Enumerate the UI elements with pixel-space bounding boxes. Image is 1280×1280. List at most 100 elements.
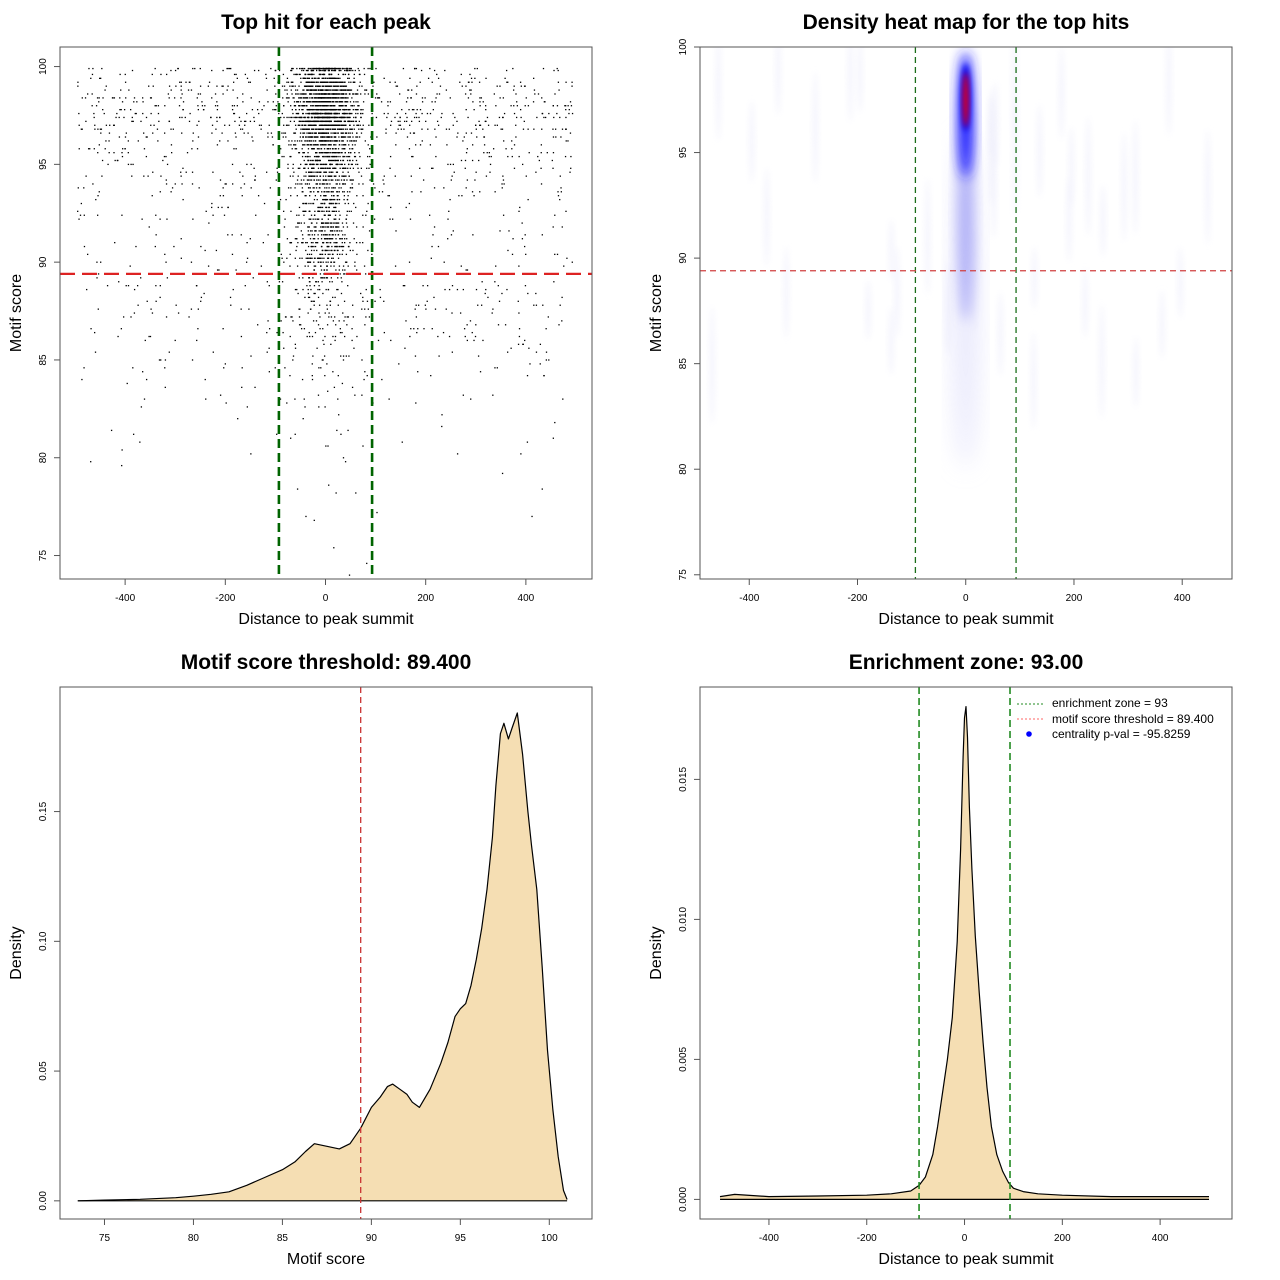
data-point bbox=[317, 234, 319, 236]
data-point bbox=[474, 77, 476, 79]
data-point bbox=[328, 144, 331, 146]
data-point bbox=[318, 230, 320, 232]
data-point bbox=[248, 308, 250, 310]
data-point bbox=[465, 269, 467, 271]
data-point bbox=[507, 155, 509, 158]
data-point bbox=[366, 210, 368, 212]
data-point bbox=[318, 73, 321, 76]
data-point bbox=[196, 339, 198, 342]
data-point bbox=[308, 112, 310, 115]
data-point bbox=[199, 93, 202, 95]
data-point bbox=[329, 253, 331, 256]
data-point bbox=[304, 140, 306, 142]
data-point bbox=[198, 120, 200, 123]
data-point bbox=[554, 253, 556, 256]
data-point bbox=[307, 226, 309, 228]
y-tick-label: 95 bbox=[678, 147, 689, 159]
data-point bbox=[378, 97, 380, 99]
data-point bbox=[345, 261, 348, 263]
data-point bbox=[305, 136, 307, 138]
data-point bbox=[211, 202, 213, 205]
data-point bbox=[351, 97, 353, 99]
data-point bbox=[284, 218, 286, 220]
data-point bbox=[318, 67, 320, 70]
data-point bbox=[561, 320, 563, 322]
data-point bbox=[97, 152, 99, 154]
data-point bbox=[323, 171, 325, 173]
data-point bbox=[340, 89, 343, 91]
data-point bbox=[464, 159, 467, 162]
data-point bbox=[351, 183, 353, 185]
data-point bbox=[345, 101, 348, 103]
data-point bbox=[239, 171, 241, 173]
data-point bbox=[556, 105, 559, 107]
data-point bbox=[330, 105, 332, 107]
data-point bbox=[310, 108, 313, 111]
data-point bbox=[330, 222, 333, 224]
data-point bbox=[320, 222, 323, 224]
data-point bbox=[267, 136, 269, 138]
data-point bbox=[374, 187, 376, 189]
data-point bbox=[224, 183, 226, 185]
data-point bbox=[309, 187, 311, 189]
data-point bbox=[340, 159, 342, 162]
data-point bbox=[180, 238, 182, 240]
data-point bbox=[291, 85, 294, 87]
data-point bbox=[327, 234, 329, 236]
data-point bbox=[321, 136, 323, 138]
data-point bbox=[324, 132, 326, 134]
data-point bbox=[312, 89, 314, 91]
data-point bbox=[337, 374, 339, 377]
data-point bbox=[278, 112, 280, 115]
data-point bbox=[328, 159, 330, 162]
data-point bbox=[347, 265, 349, 267]
data-point bbox=[369, 148, 371, 150]
data-point bbox=[321, 105, 323, 107]
data-point bbox=[325, 132, 328, 134]
data-point bbox=[327, 93, 329, 95]
data-point bbox=[334, 148, 336, 150]
data-point bbox=[528, 152, 530, 154]
data-point bbox=[148, 226, 150, 228]
data-point bbox=[240, 308, 242, 310]
data-point bbox=[216, 108, 219, 111]
data-point bbox=[130, 108, 132, 111]
data-point bbox=[339, 331, 342, 334]
data-point bbox=[308, 183, 311, 185]
data-point bbox=[330, 159, 333, 162]
data-point bbox=[344, 124, 346, 126]
data-point bbox=[171, 187, 174, 189]
data-point bbox=[313, 269, 316, 271]
data-point bbox=[315, 120, 318, 123]
data-point bbox=[188, 316, 190, 318]
data-point bbox=[324, 112, 326, 115]
data-point bbox=[78, 112, 80, 115]
data-point bbox=[479, 101, 481, 103]
data-point bbox=[314, 140, 316, 142]
data-point bbox=[294, 398, 296, 400]
data-point bbox=[344, 155, 346, 158]
data-point bbox=[479, 97, 481, 99]
data-point bbox=[309, 191, 311, 193]
data-point bbox=[422, 179, 425, 181]
data-point bbox=[298, 214, 300, 216]
data-point bbox=[322, 292, 324, 295]
data-point bbox=[159, 296, 161, 299]
data-point bbox=[317, 105, 319, 107]
data-point bbox=[196, 124, 198, 126]
data-point bbox=[363, 378, 365, 381]
data-point bbox=[315, 281, 317, 283]
data-point bbox=[311, 93, 313, 95]
data-point bbox=[310, 124, 313, 126]
data-point bbox=[293, 116, 295, 119]
heat-streak bbox=[1082, 268, 1089, 338]
data-point bbox=[334, 93, 336, 95]
data-point bbox=[330, 144, 332, 146]
data-point bbox=[329, 116, 331, 119]
data-point bbox=[407, 89, 409, 91]
data-point bbox=[295, 93, 297, 95]
data-point bbox=[414, 355, 417, 357]
data-point bbox=[314, 265, 317, 267]
data-point bbox=[299, 101, 302, 103]
data-point bbox=[321, 120, 324, 123]
